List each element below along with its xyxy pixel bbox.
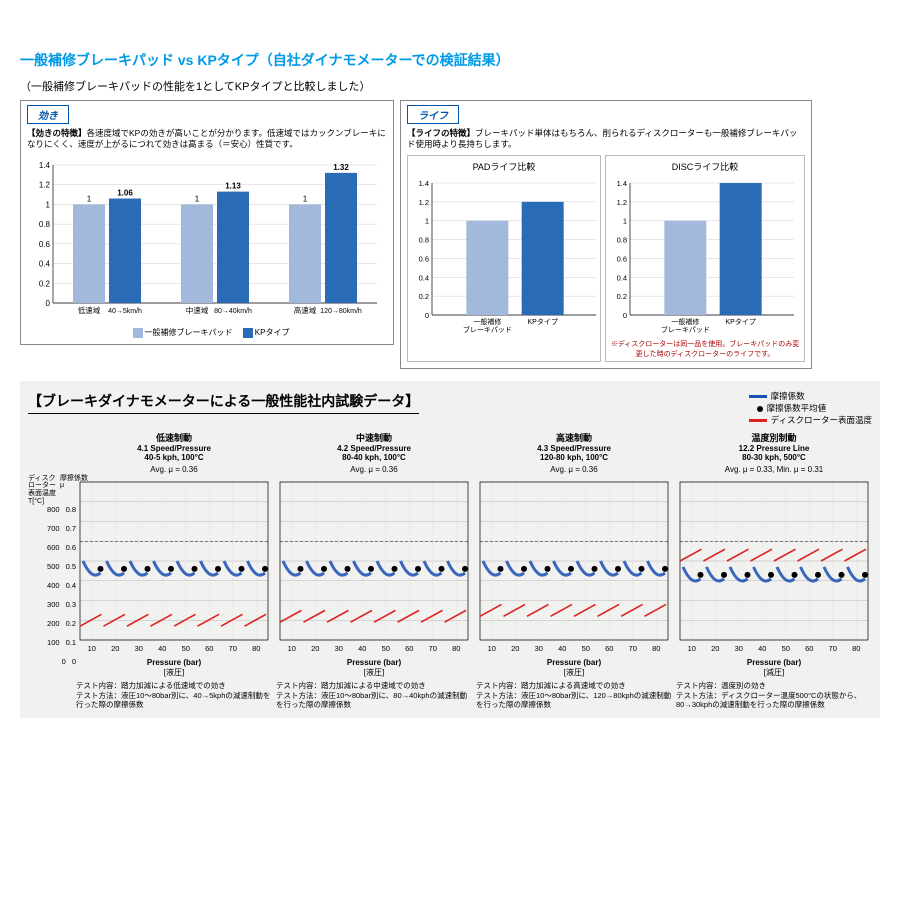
svg-text:低速域: 低速域 xyxy=(78,305,101,315)
svg-text:40→5km/h: 40→5km/h xyxy=(108,308,142,315)
svg-text:80: 80 xyxy=(452,644,460,653)
svg-text:1: 1 xyxy=(425,217,429,226)
svg-text:0.6: 0.6 xyxy=(39,240,51,249)
svg-text:0.2: 0.2 xyxy=(39,279,51,288)
svg-text:1.2: 1.2 xyxy=(419,198,429,207)
svg-text:0: 0 xyxy=(425,311,429,320)
panel-life-desc: 【ライフの特徴】ブレーキパッド単体はもちろん、削られるディスクローターも一般補修… xyxy=(407,128,805,151)
svg-text:1.13: 1.13 xyxy=(225,182,241,191)
svg-text:0.6: 0.6 xyxy=(419,254,429,263)
dyno-legend: 摩擦係数 摩擦係数平均値 ディスクローター表面温度 xyxy=(749,391,872,427)
svg-text:10: 10 xyxy=(288,644,296,653)
dyno-charts: 低速制動4.1 Speed/Pressure40-5 kph, 100°CAvg… xyxy=(76,431,872,710)
svg-text:70: 70 xyxy=(829,644,837,653)
svg-text:0: 0 xyxy=(46,299,51,308)
top-panels: 効き 【効きの特徴】各速度域でKPの効きが高いことが分かります。低速域ではカック… xyxy=(20,100,880,369)
svg-text:20: 20 xyxy=(511,644,519,653)
svg-text:KPタイプ: KPタイプ xyxy=(527,317,557,326)
svg-text:40: 40 xyxy=(558,644,566,653)
svg-text:60: 60 xyxy=(205,644,213,653)
svg-text:0: 0 xyxy=(623,311,627,320)
svg-text:40: 40 xyxy=(358,644,366,653)
svg-text:0.6: 0.6 xyxy=(617,254,627,263)
svg-text:0.8: 0.8 xyxy=(39,220,51,229)
dyno-section: 【ブレーキダイナモメーターによる一般性能社内試験データ】 摩擦係数 摩擦係数平均… xyxy=(20,381,880,718)
svg-text:0.8: 0.8 xyxy=(419,236,429,245)
tag-life: ライフ xyxy=(407,105,459,124)
svg-text:1: 1 xyxy=(623,217,627,226)
svg-text:50: 50 xyxy=(182,644,190,653)
svg-text:0.4: 0.4 xyxy=(39,260,51,269)
svg-text:ブレーキパッド: ブレーキパッド xyxy=(661,325,710,334)
svg-text:70: 70 xyxy=(229,644,237,653)
svg-text:1.06: 1.06 xyxy=(117,188,133,197)
svg-text:1.4: 1.4 xyxy=(617,179,627,188)
svg-text:30: 30 xyxy=(735,644,743,653)
svg-text:1: 1 xyxy=(195,194,200,203)
svg-text:1: 1 xyxy=(46,200,51,209)
svg-text:1.2: 1.2 xyxy=(617,198,627,207)
svg-text:40: 40 xyxy=(758,644,766,653)
svg-text:0.4: 0.4 xyxy=(617,273,627,282)
svg-text:70: 70 xyxy=(629,644,637,653)
svg-text:0.2: 0.2 xyxy=(617,292,627,301)
svg-text:10: 10 xyxy=(88,644,96,653)
svg-text:中速域: 中速域 xyxy=(186,305,209,315)
svg-text:60: 60 xyxy=(605,644,613,653)
svg-text:50: 50 xyxy=(582,644,590,653)
yaxis-labels: ディスク ローター 表面温度 T[°C]摩擦係数 μ 8000.87000.76… xyxy=(28,427,76,710)
svg-text:60: 60 xyxy=(805,644,813,653)
svg-text:0.2: 0.2 xyxy=(419,292,429,301)
svg-text:1.4: 1.4 xyxy=(39,161,51,170)
svg-text:高速域: 高速域 xyxy=(294,305,317,315)
svg-text:20: 20 xyxy=(311,644,319,653)
svg-text:20: 20 xyxy=(111,644,119,653)
panel-effectiveness: 効き 【効きの特徴】各速度域でKPの効きが高いことが分かります。低速域ではカック… xyxy=(20,100,394,345)
svg-text:30: 30 xyxy=(335,644,343,653)
svg-text:1.4: 1.4 xyxy=(419,179,429,188)
svg-text:1.2: 1.2 xyxy=(39,181,51,190)
page-title: 一般補修ブレーキパッド vs KPタイプ（自社ダイナモメーターでの検証結果） xyxy=(20,50,880,70)
panel-effect-desc: 【効きの特徴】各速度域でKPの効きが高いことが分かります。低速域ではカックンブレ… xyxy=(27,128,387,151)
panel-life: ライフ 【ライフの特徴】ブレーキパッド単体はもちろん、削られるディスクローターも… xyxy=(400,100,812,369)
svg-text:50: 50 xyxy=(782,644,790,653)
svg-text:ブレーキパッド: ブレーキパッド xyxy=(463,325,512,334)
svg-text:0.8: 0.8 xyxy=(617,236,627,245)
page-subtitle: （一般補修ブレーキパッドの性能を1としてKPタイプと比較しました） xyxy=(20,78,880,94)
svg-text:10: 10 xyxy=(688,644,696,653)
svg-text:20: 20 xyxy=(711,644,719,653)
svg-text:80: 80 xyxy=(852,644,860,653)
svg-text:一般補修: 一般補修 xyxy=(671,317,699,326)
dyno-title: 【ブレーキダイナモメーターによる一般性能社内試験データ】 xyxy=(28,391,419,414)
svg-text:1.32: 1.32 xyxy=(333,163,349,172)
legend-effect: 一般補修ブレーキパッド KPタイプ xyxy=(27,327,387,338)
svg-text:70: 70 xyxy=(429,644,437,653)
svg-text:50: 50 xyxy=(382,644,390,653)
svg-text:30: 30 xyxy=(135,644,143,653)
svg-text:1: 1 xyxy=(87,194,92,203)
life-charts: PADライフ比較00.20.40.60.811.21.4一般補修ブレーキパッドK… xyxy=(407,155,805,362)
svg-text:60: 60 xyxy=(405,644,413,653)
tag-effect: 効き xyxy=(27,105,69,124)
svg-text:1: 1 xyxy=(303,194,308,203)
svg-text:80→40km/h: 80→40km/h xyxy=(214,308,252,315)
svg-text:KPタイプ: KPタイプ xyxy=(725,317,755,326)
chart-effect: 0 0.2 0.4 0.6 0.8 1 1.2 1.4 1 1.06 低速域 40→5km/h 1 1.1… xyxy=(27,155,387,325)
svg-text:80: 80 xyxy=(652,644,660,653)
svg-text:10: 10 xyxy=(488,644,496,653)
svg-text:40: 40 xyxy=(158,644,166,653)
svg-text:一般補修: 一般補修 xyxy=(473,317,501,326)
svg-text:80: 80 xyxy=(252,644,260,653)
svg-text:0.4: 0.4 xyxy=(419,273,429,282)
svg-text:120→80km/h: 120→80km/h xyxy=(320,308,362,315)
svg-text:30: 30 xyxy=(535,644,543,653)
